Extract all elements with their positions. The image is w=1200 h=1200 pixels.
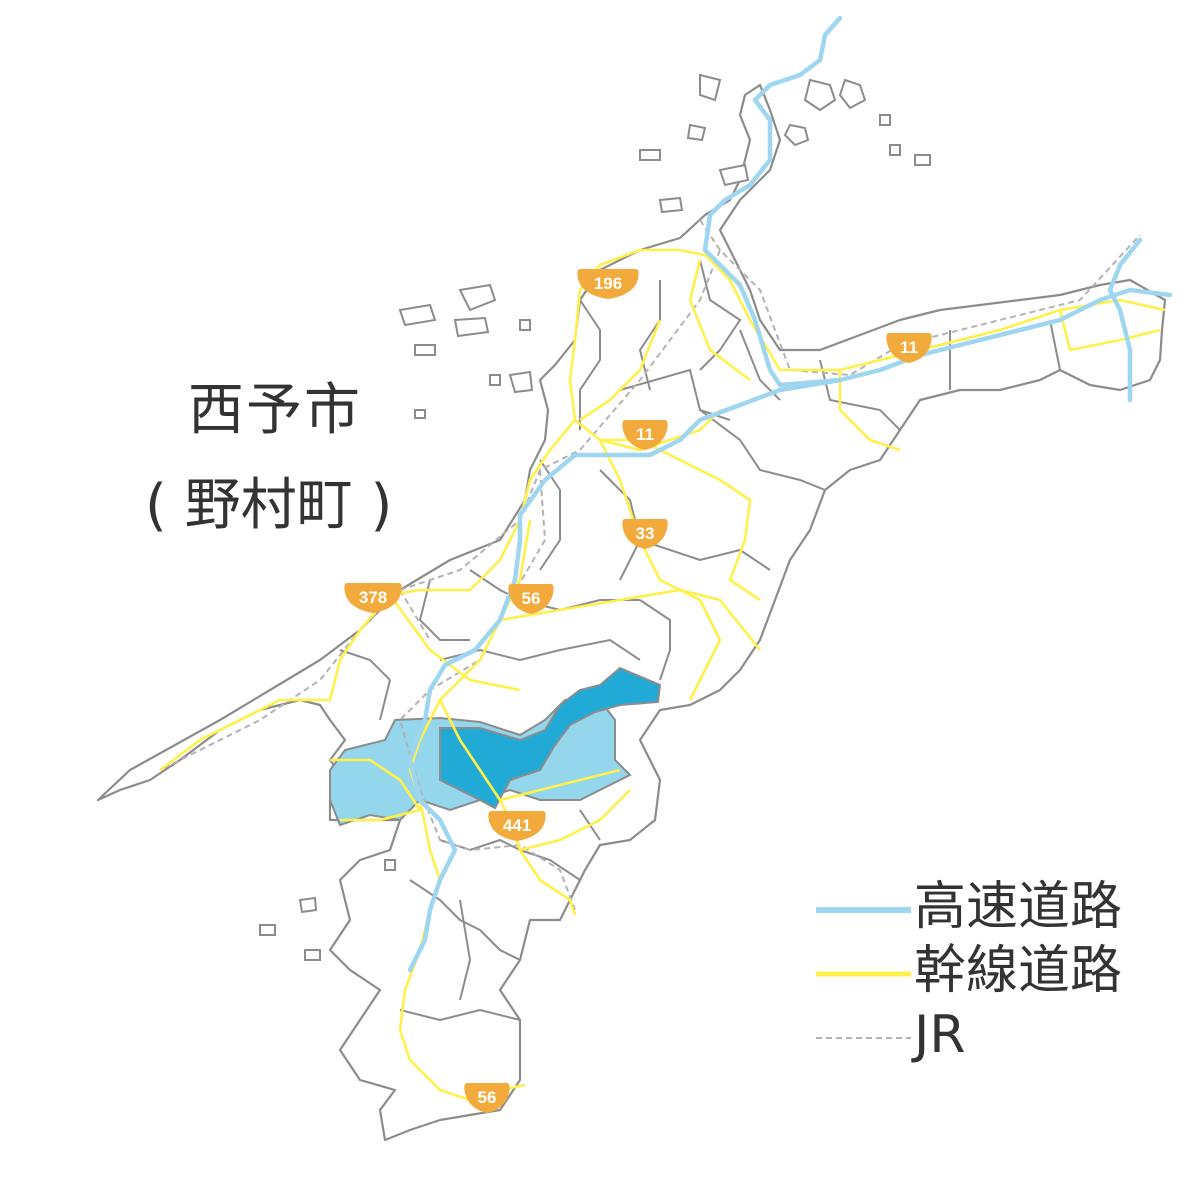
route-marker-196: 196	[577, 269, 639, 299]
route-marker-label: 441	[503, 816, 531, 835]
expressways	[407, 15, 1173, 973]
route-marker-11: 11	[886, 333, 932, 363]
route-marker-label: 33	[636, 524, 655, 543]
legend-label: JR	[914, 1005, 966, 1065]
route-marker-label: 56	[522, 589, 541, 608]
route-marker-label: 378	[359, 588, 387, 607]
route-marker-56: 56	[464, 1083, 510, 1113]
legend-item-railway: JR	[816, 1006, 1176, 1070]
route-marker-label: 11	[900, 338, 918, 357]
route-marker-11: 11	[622, 420, 668, 450]
nomura-town-area[interactable]	[439, 666, 662, 810]
expressway-swatch	[816, 907, 911, 913]
route-marker-56: 56	[508, 584, 554, 614]
route-marker-label: 56	[478, 1088, 497, 1107]
town-subtitle: ( 野村町 )	[145, 473, 393, 538]
legend-item-trunk-road: 幹線道路	[816, 942, 1176, 1006]
city-title: 西予市	[188, 378, 362, 443]
route-marker-label: 196	[594, 274, 622, 293]
railway-swatch	[816, 1037, 911, 1039]
route-marker-378: 378	[344, 583, 402, 613]
legend-item-expressway: 高速道路	[816, 878, 1176, 942]
route-marker-label: 11	[636, 425, 654, 444]
trunk-road-swatch	[816, 971, 911, 977]
islands	[259, 73, 931, 961]
route-marker-441: 441	[488, 811, 546, 841]
legend-label: 高速道路	[914, 877, 1123, 937]
legend-label: 幹線道路	[914, 941, 1123, 1001]
route-marker-33: 33	[622, 519, 668, 549]
map-legend: 高速道路 幹線道路 JR	[816, 878, 1176, 1070]
